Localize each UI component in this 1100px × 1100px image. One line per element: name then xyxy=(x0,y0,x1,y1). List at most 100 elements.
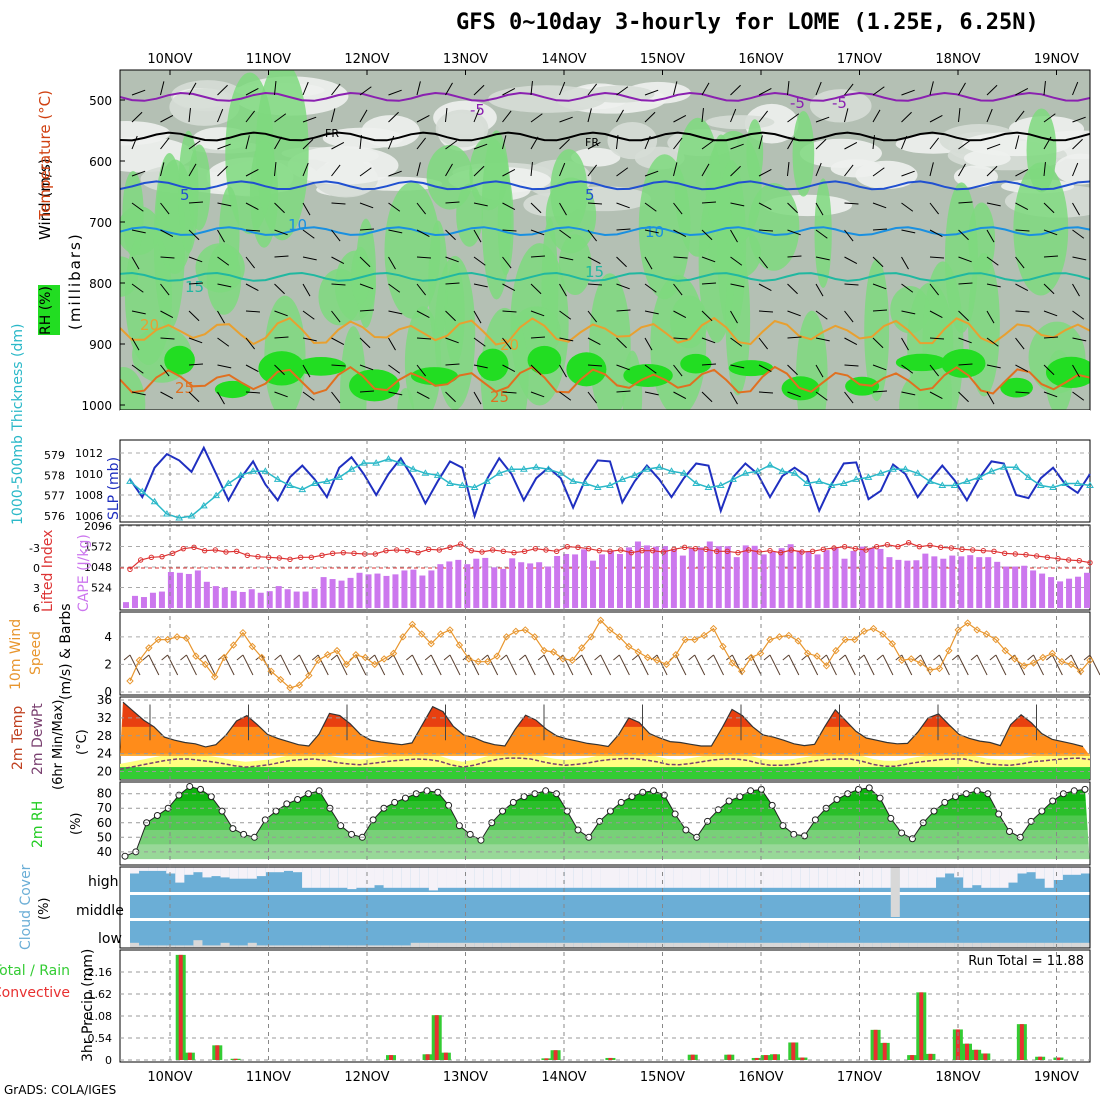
thickness-tick-label: 576 xyxy=(44,510,65,523)
wind-barb xyxy=(637,654,649,676)
li-marker xyxy=(841,543,848,550)
wind-barb xyxy=(616,228,631,231)
rh2m-marker xyxy=(240,830,248,838)
thickness-marker xyxy=(987,467,996,474)
wind-barb xyxy=(616,109,624,123)
wind-barb xyxy=(758,310,774,313)
rh2m-marker xyxy=(854,785,862,793)
wind-barb xyxy=(416,283,427,296)
wind-speed-marker xyxy=(201,660,210,669)
cape-bar xyxy=(545,566,552,608)
cloud-low-bar xyxy=(238,945,248,948)
li-marker xyxy=(564,543,571,550)
cloud-low-bar xyxy=(483,942,493,948)
wind-barb xyxy=(473,229,482,243)
cloud-axis-label: Cloud Cover xyxy=(18,864,34,950)
wind-barb xyxy=(763,654,771,661)
cloud-low-bar xyxy=(600,942,610,948)
wind-barb xyxy=(631,654,639,661)
wind-barb xyxy=(787,283,798,295)
wind-barb xyxy=(180,654,187,661)
wind-barb xyxy=(468,654,480,676)
wind-barb xyxy=(217,229,225,243)
wind-barb xyxy=(330,654,338,661)
cloud-high-bar xyxy=(329,867,339,888)
li-marker xyxy=(393,547,400,553)
cloud-low-bar xyxy=(555,942,565,948)
cloud-low-bar xyxy=(1026,942,1036,948)
cloud-low-bar xyxy=(419,942,429,948)
wind-speed-marker xyxy=(888,640,897,648)
thickness-marker xyxy=(963,477,971,484)
thickness-marker xyxy=(667,467,676,474)
rh2m-fill xyxy=(157,800,1087,816)
wind-speed-marker xyxy=(314,656,322,664)
cape-bar xyxy=(527,563,534,608)
wind-barb xyxy=(901,391,916,396)
wind-barb xyxy=(970,654,978,661)
wind-barb xyxy=(524,654,536,676)
temp-band xyxy=(120,753,1090,756)
x-tick-label-bottom: 13NOV xyxy=(443,1070,488,1085)
rh-dry-patch xyxy=(705,115,775,130)
wind-barb xyxy=(416,364,427,377)
cape-bar xyxy=(419,575,426,608)
rh-dry-patch xyxy=(809,89,872,123)
wind-barb xyxy=(815,283,824,297)
cape-bar xyxy=(473,558,480,608)
thickness-marker xyxy=(975,473,984,480)
cloud-unit-label: (%) xyxy=(37,898,52,921)
cloud-low-bar xyxy=(492,942,502,948)
wind-barb xyxy=(131,256,140,270)
li-marker xyxy=(969,547,976,553)
thickness-marker xyxy=(778,467,787,474)
cloud-low-bar xyxy=(800,942,810,948)
wind-speed-marker xyxy=(512,627,520,636)
wind-barb xyxy=(838,654,846,661)
li-tick-label: 6 xyxy=(33,602,40,615)
li-marker xyxy=(532,545,539,552)
wind-barb xyxy=(958,229,969,241)
wind-barb xyxy=(581,654,593,676)
wind-barb xyxy=(556,654,564,661)
wind-barb xyxy=(430,654,442,676)
wind-barb xyxy=(445,310,456,322)
contour-label: -5 xyxy=(790,94,805,112)
cloud-low-bar xyxy=(220,942,230,948)
cloud-low-bar xyxy=(655,942,665,948)
precip-convective-bar xyxy=(928,1053,933,1060)
cape-bar xyxy=(1057,581,1064,608)
wind-barb xyxy=(374,654,386,676)
cape-bar xyxy=(266,591,273,608)
wind-barb xyxy=(302,283,311,297)
wind-speed-marker xyxy=(182,634,191,642)
cape-bar xyxy=(643,545,650,608)
wind10-axis-label: 10m Wind xyxy=(8,619,24,690)
wind-barb xyxy=(359,109,368,123)
cloud-high-bar xyxy=(510,867,520,888)
cloud-low-bar xyxy=(773,942,783,948)
wind-barb xyxy=(487,654,499,676)
rh2m-marker xyxy=(650,787,658,795)
wind-barb xyxy=(416,162,421,177)
wind-speed-marker xyxy=(681,635,690,644)
cloud-high-bar xyxy=(818,867,828,888)
cloud-high-bar xyxy=(899,867,909,888)
thickness-marker xyxy=(446,479,454,486)
cloud-low-bar xyxy=(845,942,855,948)
cape-bar xyxy=(670,549,677,608)
wind-barb xyxy=(807,654,819,676)
wind-barb xyxy=(673,364,683,377)
thickness-marker xyxy=(827,481,836,488)
rh-axis-label: RH (%) xyxy=(38,286,54,335)
rh-moist-patch xyxy=(249,139,279,248)
cloud-low-bar xyxy=(745,942,755,948)
wind-barb xyxy=(160,114,174,123)
cloud-high-bar xyxy=(428,867,438,891)
cloud-high-bar xyxy=(130,867,140,874)
rh-saturated-patch xyxy=(680,353,712,374)
precip-convective-bar xyxy=(955,1029,960,1060)
li-marker xyxy=(617,547,624,553)
wind-barb xyxy=(844,391,854,404)
